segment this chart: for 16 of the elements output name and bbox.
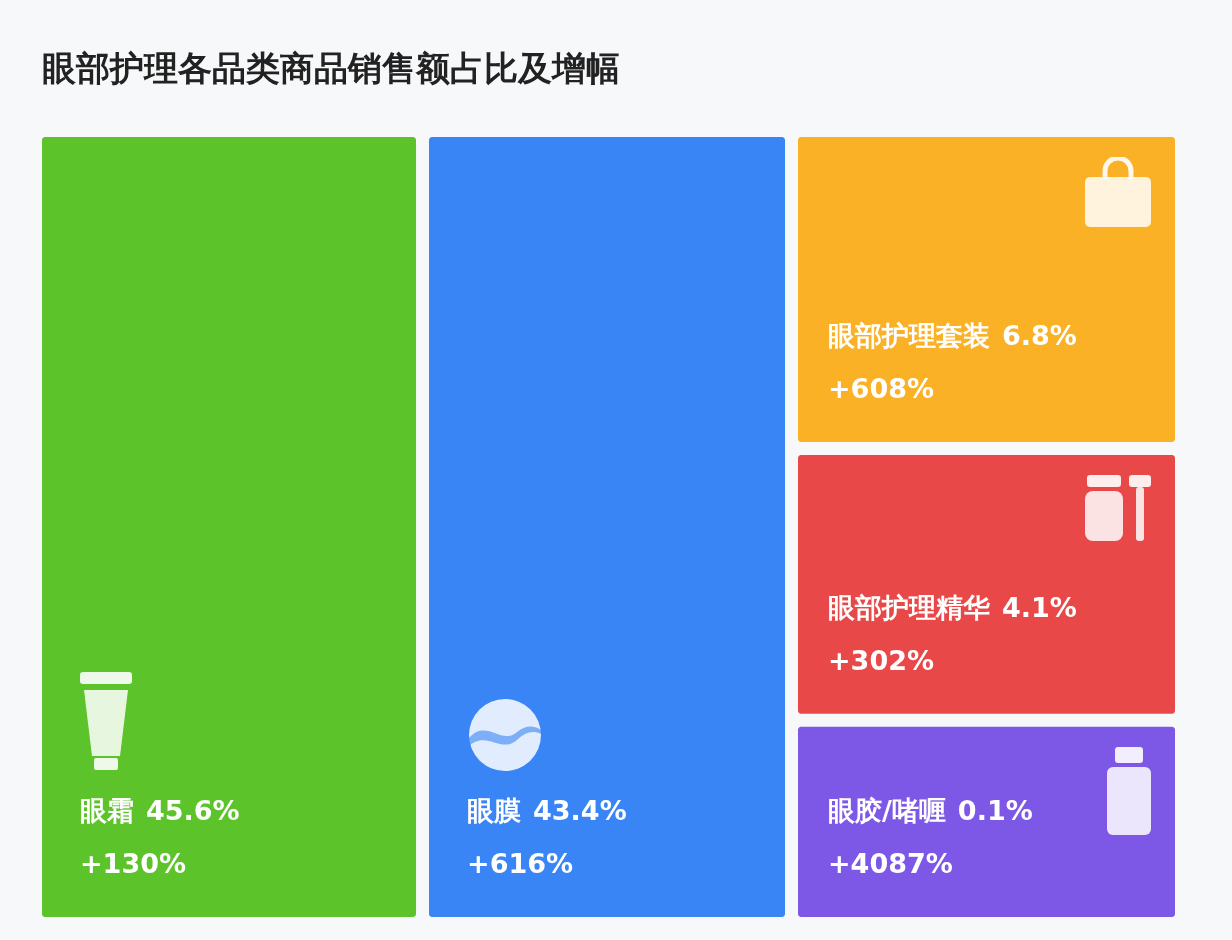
- category-label: 眼部护理套装: [828, 320, 990, 352]
- text: +130%: [80, 848, 187, 879]
- text: 眼部护理各品类商品销售额占比及增幅: [42, 48, 620, 88]
- text: +616%: [467, 848, 574, 879]
- data-label: 0.1%: [957, 795, 1033, 826]
- data-label: 4.1%: [1002, 591, 1077, 623]
- text: +608%: [828, 373, 935, 405]
- data-label: 6.8%: [1002, 320, 1077, 352]
- data-label: 43.4%: [533, 795, 627, 826]
- category-label: 眼膜: [467, 795, 522, 826]
- category-label: 眼胶/啫喱: [828, 795, 946, 826]
- category-label: 眼部护理精华: [828, 591, 990, 623]
- text: +4087%: [828, 848, 953, 879]
- category-label: 眼霜: [80, 795, 134, 826]
- text: +302%: [828, 644, 935, 676]
- data-label: 45.6%: [146, 795, 240, 826]
